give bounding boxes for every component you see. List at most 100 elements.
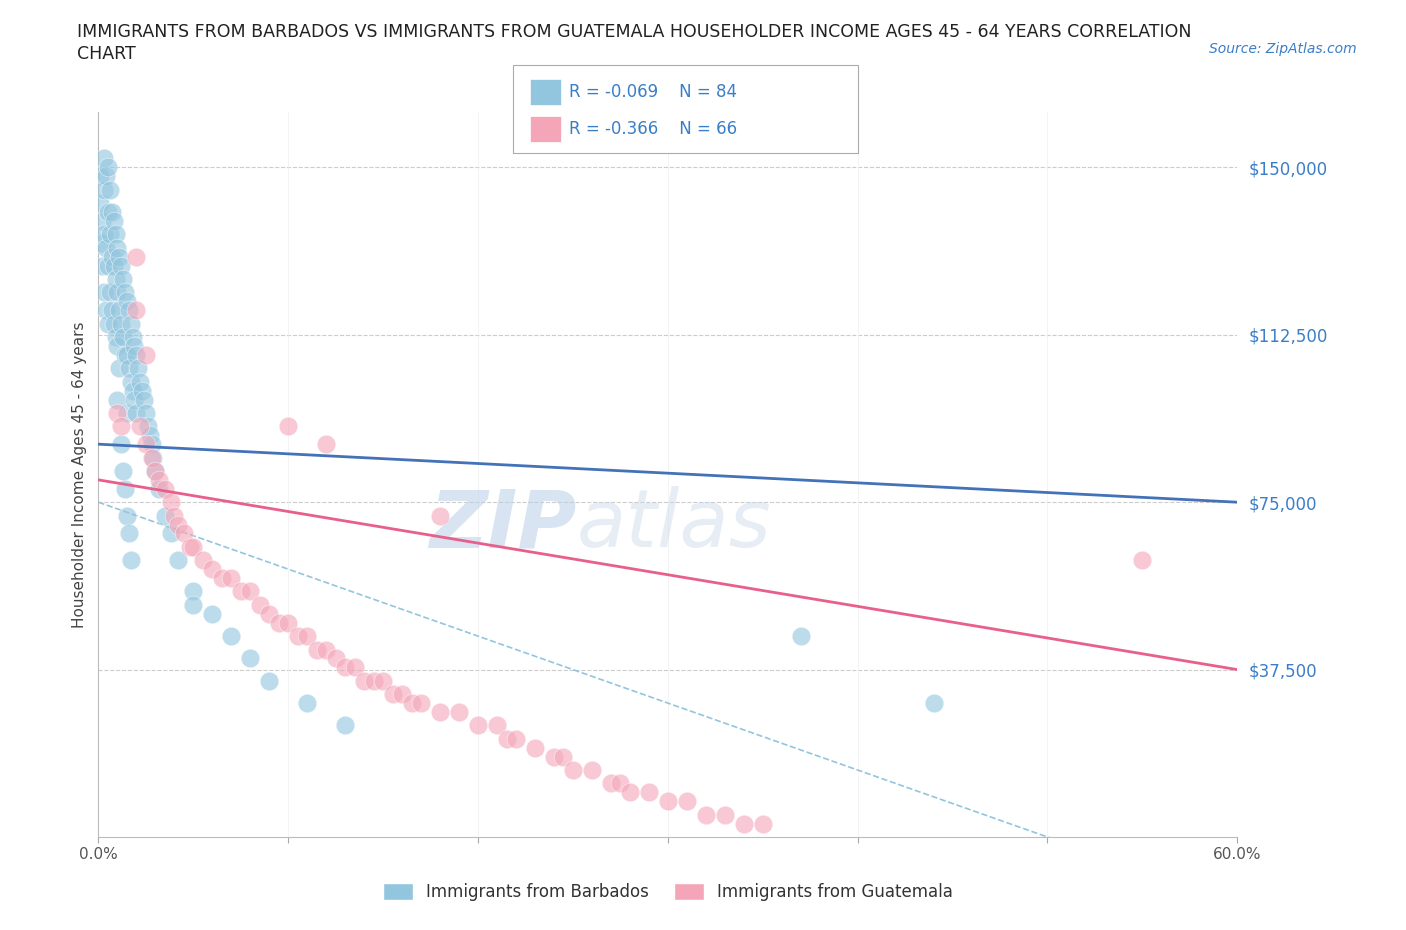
Point [163, 508, 186, 523]
Point [125, 348, 148, 363]
Point [118, 303, 141, 318]
Point [108, 361, 131, 376]
Point [93, 182, 115, 197]
Point [108, 249, 131, 264]
Point [922, 696, 945, 711]
Point [609, 776, 631, 790]
Point [297, 629, 319, 644]
Point [121, 329, 143, 344]
Point [305, 642, 328, 657]
Text: Source: ZipAtlas.com: Source: ZipAtlas.com [1209, 42, 1357, 56]
Point [221, 571, 243, 586]
Point [107, 392, 129, 407]
Point [135, 348, 157, 363]
Point [89, 169, 111, 184]
Point [562, 763, 585, 777]
Point [125, 303, 148, 318]
Point [97, 160, 120, 175]
Point [315, 437, 337, 452]
Point [142, 450, 165, 465]
Point [277, 418, 299, 433]
Point [91, 236, 114, 251]
Point [124, 392, 146, 407]
Point [695, 807, 717, 822]
Point [97, 316, 120, 331]
Point [325, 651, 347, 666]
Text: R = -0.069    N = 84: R = -0.069 N = 84 [569, 83, 737, 100]
Point [103, 259, 125, 273]
Point [153, 508, 176, 523]
Point [112, 463, 135, 478]
Point [107, 405, 129, 420]
Point [110, 418, 132, 433]
Point [115, 348, 138, 363]
Point [125, 405, 148, 420]
Point [277, 616, 299, 631]
Point [353, 673, 375, 688]
Point [201, 606, 224, 621]
Point [173, 526, 195, 541]
Point [371, 673, 394, 688]
Point [100, 205, 122, 219]
Point [335, 660, 357, 675]
Text: CHART: CHART [77, 45, 136, 62]
Point [524, 740, 547, 755]
Point [98, 285, 121, 299]
Point [183, 539, 205, 554]
Point [94, 240, 117, 255]
Point [259, 606, 281, 621]
Point [297, 696, 319, 711]
Point [267, 616, 290, 631]
Point [239, 584, 262, 599]
Point [148, 482, 170, 497]
Point [495, 731, 517, 746]
Point [1132, 552, 1154, 567]
Point [132, 392, 155, 407]
Point [104, 329, 127, 344]
Point [100, 303, 122, 318]
Point [335, 718, 357, 733]
Point [93, 227, 115, 242]
Point [138, 428, 160, 443]
Text: atlas: atlas [576, 486, 772, 565]
Point [108, 303, 131, 318]
Point [103, 316, 125, 331]
Point [638, 785, 661, 800]
Point [97, 205, 120, 219]
Point [381, 686, 404, 701]
Point [543, 750, 565, 764]
Point [110, 437, 132, 452]
Point [229, 584, 252, 599]
Point [167, 517, 190, 532]
Point [129, 374, 152, 389]
Point [315, 642, 337, 657]
Point [118, 526, 141, 541]
Point [107, 285, 129, 299]
Point [93, 285, 115, 299]
Point [115, 405, 138, 420]
Point [486, 718, 509, 733]
Point [114, 348, 136, 363]
Point [676, 794, 699, 809]
Point [120, 316, 142, 331]
Point [135, 405, 157, 420]
Point [107, 240, 129, 255]
Point [467, 718, 489, 733]
Point [127, 361, 149, 376]
Point [121, 383, 143, 398]
Point [115, 508, 138, 523]
Text: ZIP: ZIP [429, 486, 576, 565]
Point [179, 539, 201, 554]
Point [118, 361, 141, 376]
Legend: Immigrants from Barbados, Immigrants from Guatemala: Immigrants from Barbados, Immigrants fro… [382, 884, 953, 901]
Point [657, 794, 679, 809]
Point [714, 807, 737, 822]
Point [114, 482, 136, 497]
Point [120, 374, 142, 389]
Point [191, 552, 214, 567]
Point [752, 817, 775, 831]
Point [183, 584, 205, 599]
Point [145, 463, 167, 478]
Point [94, 303, 117, 318]
Point [97, 259, 120, 273]
